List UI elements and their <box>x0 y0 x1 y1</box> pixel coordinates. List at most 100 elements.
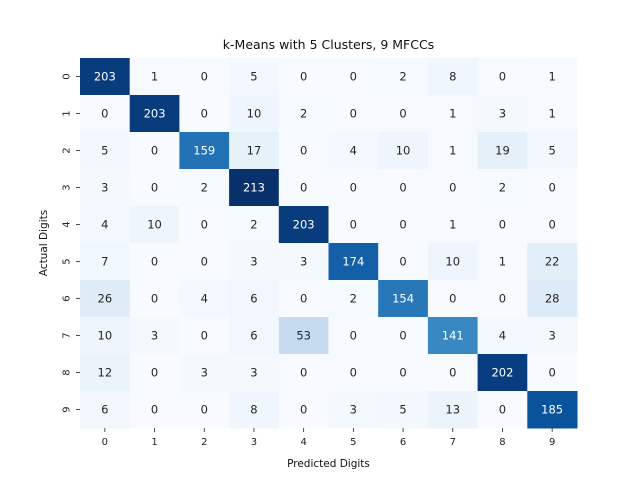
x-tick-label-2: 2 <box>201 437 207 448</box>
heatmap-cell-r9-c9 <box>527 391 578 429</box>
heatmap-cell-r2-c9 <box>527 132 578 170</box>
cell-value-r6-c4: 0 <box>300 292 307 306</box>
y-tick-label-3: 3 <box>62 184 73 190</box>
cell-value-r1-c8: 3 <box>499 107 506 121</box>
cell-value-r6-c7: 0 <box>449 292 456 306</box>
cell-value-r4-c5: 0 <box>350 218 357 232</box>
y-axis-ticks: 0 1 2 3 4 5 6 7 8 9 <box>62 73 80 413</box>
heatmap-cell-r5-c7 <box>427 243 479 281</box>
heatmap-cell-r6-c5 <box>328 280 379 318</box>
cell-value-r3-c0: 3 <box>101 181 108 195</box>
heatmap-cell-r5-c8 <box>477 243 528 281</box>
y-axis-label: Actual Digits <box>38 210 50 276</box>
heatmap-cell-r5-c2 <box>179 243 230 281</box>
cell-value-r7-c3: 6 <box>250 329 257 343</box>
heatmap-cell-r6-c0 <box>80 280 131 318</box>
cell-value-r1-c1: 203 <box>144 107 166 121</box>
heatmap-cell-r3-c8 <box>477 169 528 207</box>
heatmap-cell-r4-c3 <box>229 206 280 244</box>
heatmap-cell-r1-c2 <box>179 95 230 133</box>
cell-value-r8-c5: 0 <box>350 366 357 380</box>
heatmap-cell-r5-c5 <box>328 243 379 281</box>
heatmap-cell-r8-c9 <box>527 354 578 392</box>
cell-value-r2-c3: 17 <box>247 144 262 158</box>
cell-value-r1-c2: 0 <box>201 107 208 121</box>
cell-value-r1-c9: 1 <box>548 107 555 121</box>
heatmap-cell-r3-c5 <box>328 169 379 207</box>
y-tick-label-9: 9 <box>62 406 73 412</box>
heatmap-cell-r1-c3 <box>229 95 280 133</box>
cell-value-r2-c2: 159 <box>193 144 215 158</box>
cell-value-r3-c8: 2 <box>499 181 506 195</box>
cell-value-r0-c6: 2 <box>399 70 406 84</box>
cell-value-r9-c5: 3 <box>350 403 357 417</box>
cell-value-r5-c7: 10 <box>445 255 460 269</box>
heatmap-cell-r2-c1 <box>129 132 180 170</box>
heatmap-cell-r7-c3 <box>229 317 280 355</box>
y-tick-label-4: 4 <box>62 221 73 227</box>
heatmap-cell-r2-c5 <box>328 132 379 170</box>
cell-value-r5-c0: 7 <box>101 255 108 269</box>
cell-value-r5-c9: 22 <box>545 255 560 269</box>
cell-value-r7-c8: 4 <box>499 329 506 343</box>
cell-value-r7-c7: 141 <box>442 329 464 343</box>
heatmap-cell-r3-c2 <box>179 169 230 207</box>
heatmap-cell-r0-c1 <box>129 58 180 96</box>
cell-value-r7-c0: 10 <box>98 329 113 343</box>
heatmap-cell-r7-c2 <box>179 317 230 355</box>
heatmap-cell-r9-c5 <box>328 391 379 429</box>
heatmap-cell-r7-c7 <box>427 317 479 355</box>
heatmap-cell-r8-c2 <box>179 354 230 392</box>
heatmap-cell-r3-c0 <box>80 169 131 207</box>
cell-value-r2-c9: 5 <box>548 144 555 158</box>
cell-value-r8-c6: 0 <box>399 366 406 380</box>
heatmap-cell-r0-c6 <box>378 58 429 96</box>
heatmap-cell-r6-c3 <box>229 280 280 318</box>
heatmap-cell-r3-c4 <box>278 169 329 207</box>
cell-value-r2-c8: 19 <box>495 144 510 158</box>
cell-value-r5-c1: 0 <box>151 255 158 269</box>
cell-value-r8-c2: 3 <box>201 366 208 380</box>
heatmap-cell-r4-c8 <box>477 206 528 244</box>
heatmap-cell-r7-c6 <box>378 317 429 355</box>
heatmap-cell-r5-c0 <box>80 243 131 281</box>
x-tick-label-5: 5 <box>350 437 356 448</box>
cell-value-r2-c7: 1 <box>449 144 456 158</box>
chart-title: k-Means with 5 Clusters, 9 MFCCs <box>223 37 434 52</box>
heatmap-cell-r2-c4 <box>278 132 329 170</box>
heatmap-cell-r8-c6 <box>378 354 429 392</box>
heatmap-cell-r1-c8 <box>477 95 528 133</box>
cell-value-r1-c3: 10 <box>247 107 262 121</box>
heatmap-cell-r4-c6 <box>378 206 429 244</box>
heatmap-cell-r9-c6 <box>378 391 429 429</box>
heatmap-cell-r6-c2 <box>179 280 230 318</box>
cell-value-r8-c3: 3 <box>250 366 257 380</box>
cell-value-r5-c5: 174 <box>342 255 364 269</box>
cell-value-r4-c2: 0 <box>201 218 208 232</box>
heatmap-cell-r1-c6 <box>378 95 429 133</box>
cell-value-r8-c8: 202 <box>491 366 513 380</box>
heatmap-cell-r0-c5 <box>328 58 379 96</box>
heatmap-cell-r4-c0 <box>80 206 131 244</box>
cell-value-r7-c5: 0 <box>350 329 357 343</box>
heatmap-cell-r6-c6 <box>378 280 429 318</box>
cell-value-r9-c4: 0 <box>300 403 307 417</box>
heatmap-cell-r0-c8 <box>477 58 528 96</box>
cell-value-r0-c1: 1 <box>151 70 158 84</box>
cell-value-r8-c4: 0 <box>300 366 307 380</box>
heatmap-cell-r3-c7 <box>427 169 479 207</box>
heatmap-cell-r4-c7 <box>427 206 479 244</box>
cell-value-r3-c4: 0 <box>300 181 307 195</box>
cell-value-r9-c8: 0 <box>499 403 506 417</box>
heatmap-cell-r4-c2 <box>179 206 230 244</box>
heatmap-cell-r2-c3 <box>229 132 280 170</box>
cell-value-r4-c1: 10 <box>147 218 162 232</box>
cell-value-r4-c0: 4 <box>101 218 108 232</box>
heatmap-cell-r7-c4 <box>278 317 329 355</box>
cell-value-r4-c9: 0 <box>548 218 555 232</box>
cell-value-r7-c1: 3 <box>151 329 158 343</box>
x-tick-label-0: 0 <box>102 437 108 448</box>
cell-value-r2-c6: 10 <box>396 144 411 158</box>
heatmap-cell-r3-c1 <box>129 169 180 207</box>
